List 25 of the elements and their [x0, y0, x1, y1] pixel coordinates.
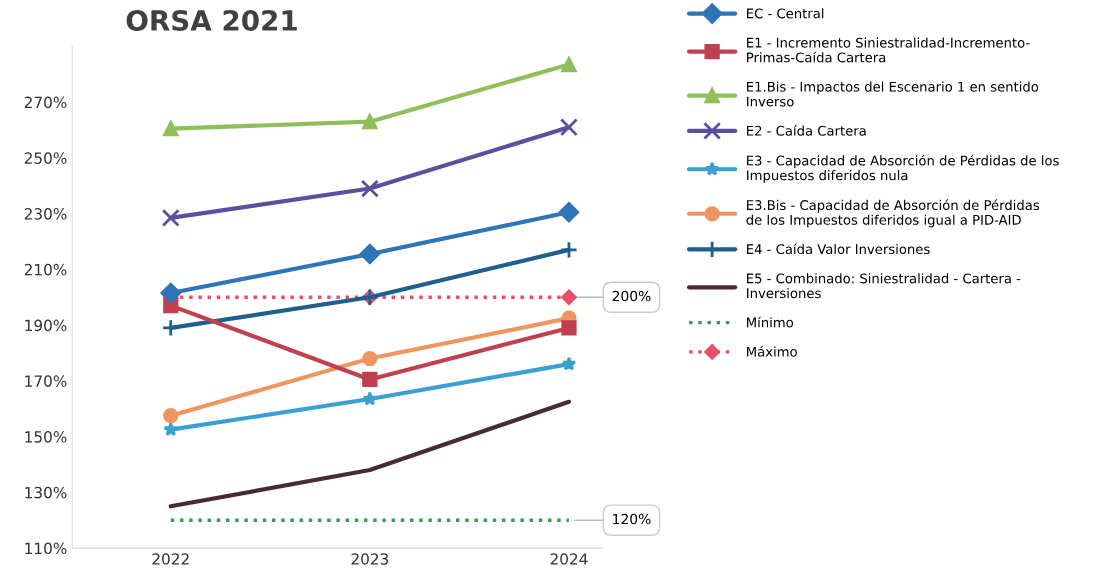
x-tick-label: 2024 — [550, 553, 588, 565]
y-tick-label: 150% — [25, 431, 67, 443]
legend-label: Máximo — [747, 345, 797, 357]
annotation: 120% — [613, 513, 651, 525]
chart-title: ORSA 2021 — [126, 9, 297, 31]
legend-label: E1.Bis - Impactos del Escenario 1 en sentido Inverso — [747, 81, 1039, 107]
annotation: 200% — [612, 290, 651, 302]
x-tick-label: 2022 — [152, 553, 189, 565]
legend-label: E3.Bis - Capacidad de Absorción de Pérdidas de los Impuestos diferidos igual a PID-AID — [746, 199, 1040, 228]
legend-label: E5 - Combinado: Siniestralidad - Cartera - Inversiones — [747, 273, 1021, 299]
y-tick-label: 230% — [24, 208, 67, 220]
y-tick-label: 170% — [25, 375, 67, 387]
legend-label: Mínimo — [747, 316, 794, 328]
x-tick-label: 2023 — [351, 553, 389, 565]
y-tick-label: 130% — [25, 486, 67, 499]
legend-label: E1 - Incremento Siniestralidad-Incremento- Primas-Caída Cartera — [747, 37, 1030, 63]
y-tick-label: 110% — [25, 542, 67, 555]
y-tick-label: 250% — [24, 152, 67, 164]
legend-label: EC - Central — [747, 8, 824, 19]
legend-label: E3 - Capacidad de Absorción de Pérdidas de los Impuestos diferidos nula — [747, 154, 1059, 183]
legend-label: E4 - Caída Valor Inversiones — [747, 243, 930, 255]
legend-label: E2 - Caída Cartera — [747, 124, 866, 136]
y-tick-label: 210% — [24, 263, 67, 276]
y-tick-label: 270% — [24, 96, 67, 109]
y-tick-label: 190% — [25, 319, 67, 332]
